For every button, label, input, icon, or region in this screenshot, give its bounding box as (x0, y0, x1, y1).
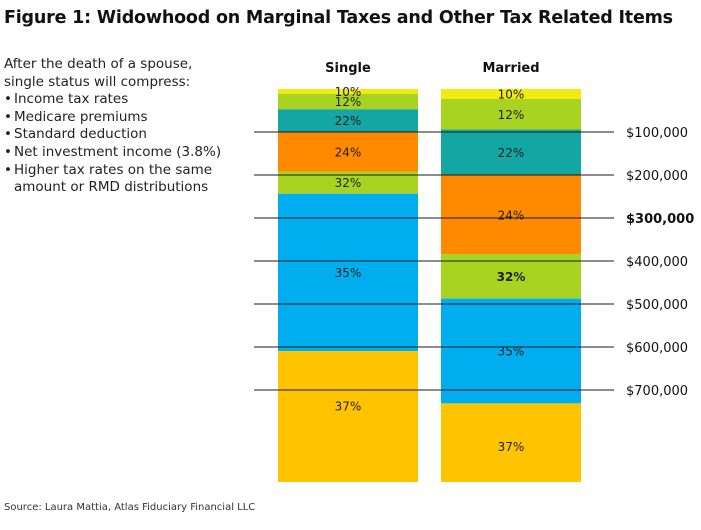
bullet-icon: • (4, 126, 12, 143)
column-header: Married (482, 61, 539, 76)
reference-line-label: $200,000 (626, 169, 688, 184)
segment-label: 12% (498, 108, 525, 122)
bar-segment (278, 171, 418, 194)
reference-line-label: $400,000 (626, 255, 688, 270)
source-note: Source: Laura Mattia, Atlas Fiduciary Fi… (4, 502, 256, 513)
segment-label: 37% (498, 440, 525, 454)
notes-item: • Medicare premiums (4, 109, 254, 127)
segment-label: 32% (497, 270, 526, 284)
bullet-icon: • (4, 108, 12, 125)
bar-segment (441, 175, 581, 255)
bar-segment (441, 98, 581, 130)
bar-segment (441, 129, 581, 176)
bar-segment (441, 89, 581, 99)
segment-label: 24% (335, 145, 362, 159)
tax-bracket-chart: 10%12%22%24%32%35%37%10%12%22%24%32%35%3… (254, 61, 694, 482)
notes-item-text: Net investment income (3.8%) (14, 143, 222, 160)
column-header: Single (325, 61, 371, 76)
segment-label: 22% (335, 114, 362, 128)
segment-label: 32% (335, 176, 362, 190)
reference-line-label: $100,000 (626, 126, 688, 141)
figure-title: Figure 1: Widowhood on Marginal Taxes an… (4, 8, 673, 28)
bullet-icon: • (4, 161, 12, 178)
notes-item-text: Standard deduction (14, 126, 147, 143)
notes-item: • Income tax rates (4, 91, 254, 109)
bars-group (278, 89, 581, 482)
segment-labels-group: 10%12%22%24%32%35%37%10%12%22%24%32%35%3… (335, 85, 526, 454)
bullet-icon: • (4, 143, 12, 160)
segment-label: 35% (498, 344, 525, 358)
segment-label: 10% (335, 85, 362, 99)
segment-label: 24% (498, 208, 525, 222)
notes-item: • Higher tax rates on the same amount or… (4, 162, 254, 197)
bar-segment (441, 403, 581, 482)
notes-item: • Net investment income (3.8%) (4, 144, 254, 162)
segment-label: 10% (498, 87, 525, 101)
bar-segment (278, 93, 418, 110)
notes-item-text: Higher tax rates on the same amount or R… (14, 161, 213, 196)
bar-segment (278, 132, 418, 172)
notes-item-text: Medicare premiums (14, 108, 148, 125)
reference-lines-group: $100,000 $200,000 $300,000 $400,000 $500,000… (254, 126, 694, 399)
segment-label: 35% (335, 266, 362, 280)
segment-label: 37% (335, 400, 362, 414)
notes-panel: After the death of a spouse, single stat… (4, 56, 254, 197)
segment-label: 12% (335, 95, 362, 109)
bullet-icon: • (4, 91, 12, 108)
bar-segment (278, 351, 418, 482)
reference-line-label: $300,000 (626, 212, 694, 227)
bar-segment (278, 193, 418, 352)
notes-item: • Standard deduction (4, 126, 254, 144)
reference-line-label: $600,000 (626, 341, 688, 356)
notes-item-text: Income tax rates (14, 91, 129, 108)
bar-segment (278, 89, 418, 94)
bar-segment (441, 298, 581, 404)
bar-segment (278, 109, 418, 133)
segment-label: 22% (498, 146, 525, 160)
notes-intro: After the death of a spouse, single stat… (4, 56, 193, 90)
reference-line-label: $500,000 (626, 298, 688, 313)
reference-line-label: $700,000 (626, 384, 688, 399)
